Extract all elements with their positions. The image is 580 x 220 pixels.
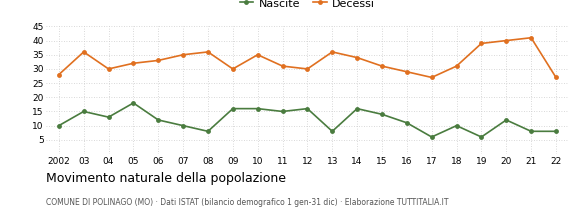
Nascite	[80, 110, 87, 113]
Decessi	[354, 56, 361, 59]
Text: COMUNE DI POLINAGO (MO) · Dati ISTAT (bilancio demografico 1 gen-31 dic) · Elabo: COMUNE DI POLINAGO (MO) · Dati ISTAT (bi…	[46, 198, 449, 207]
Decessi	[528, 37, 535, 39]
Nascite	[180, 124, 187, 127]
Nascite	[528, 130, 535, 133]
Nascite	[254, 107, 261, 110]
Decessi	[329, 51, 336, 53]
Nascite	[279, 110, 286, 113]
Legend: Nascite, Decessi: Nascite, Decessi	[235, 0, 380, 13]
Decessi	[553, 76, 560, 79]
Nascite	[428, 136, 435, 138]
Line: Decessi: Decessi	[56, 35, 559, 80]
Decessi	[478, 42, 485, 45]
Nascite	[155, 119, 162, 121]
Decessi	[304, 68, 311, 70]
Decessi	[205, 51, 212, 53]
Decessi	[80, 51, 87, 53]
Decessi	[453, 65, 460, 67]
Text: Movimento naturale della popolazione: Movimento naturale della popolazione	[46, 172, 287, 185]
Decessi	[55, 73, 62, 76]
Decessi	[279, 65, 286, 67]
Nascite	[403, 121, 410, 124]
Nascite	[329, 130, 336, 133]
Decessi	[403, 70, 410, 73]
Nascite	[503, 119, 510, 121]
Decessi	[254, 53, 261, 56]
Decessi	[130, 62, 137, 65]
Nascite	[205, 130, 212, 133]
Nascite	[55, 124, 62, 127]
Decessi	[229, 68, 236, 70]
Nascite	[354, 107, 361, 110]
Nascite	[379, 113, 386, 116]
Decessi	[180, 53, 187, 56]
Nascite	[304, 107, 311, 110]
Nascite	[105, 116, 112, 118]
Decessi	[503, 39, 510, 42]
Decessi	[105, 68, 112, 70]
Nascite	[553, 130, 560, 133]
Decessi	[379, 65, 386, 67]
Decessi	[155, 59, 162, 62]
Nascite	[229, 107, 236, 110]
Nascite	[478, 136, 485, 138]
Nascite	[453, 124, 460, 127]
Decessi	[428, 76, 435, 79]
Line: Nascite: Nascite	[56, 101, 559, 139]
Nascite	[130, 102, 137, 104]
